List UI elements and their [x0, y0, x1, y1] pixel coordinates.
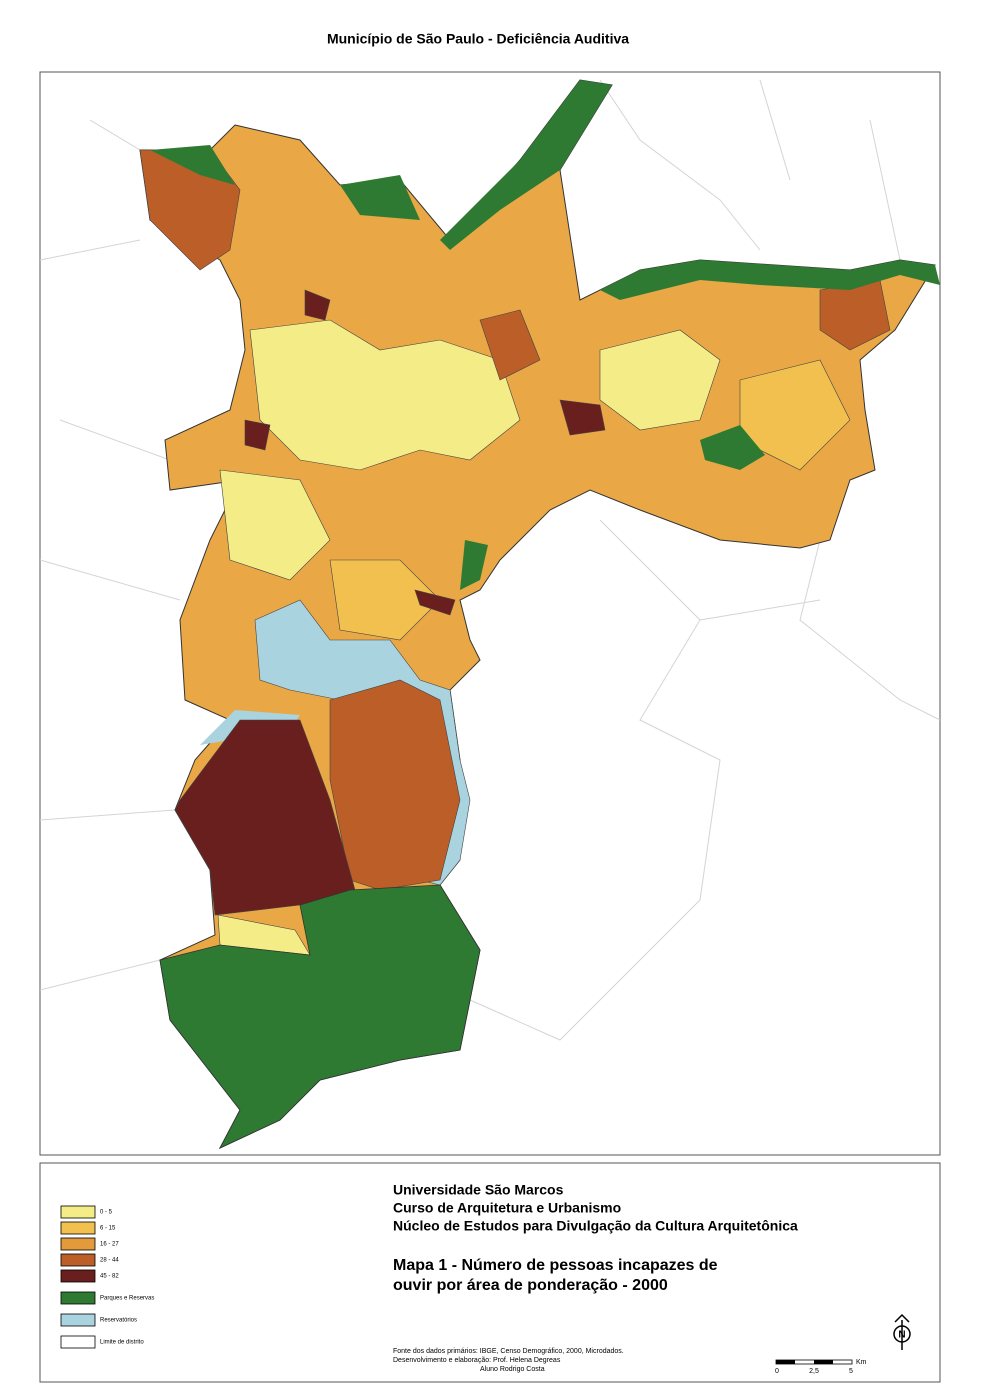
legend-swatch [60, 1237, 96, 1251]
scale-label: 0 [775, 1368, 779, 1375]
legend-label: Limite de distrito [100, 1340, 144, 1346]
legend-label: 28 - 44 [100, 1258, 119, 1264]
legend-swatch [60, 1205, 96, 1219]
legend-swatch [60, 1291, 96, 1305]
scale-label: 5 [849, 1368, 853, 1375]
map-title: Município de São Paulo - Deficiência Aud… [327, 31, 629, 47]
legend-swatch [60, 1313, 96, 1327]
legend-label: Parques e Reservas [100, 1296, 154, 1302]
legend-swatch [60, 1221, 96, 1235]
map-caption: Mapa 1 - Número de pessoas incapazes de [393, 1257, 718, 1274]
legend-label: Reservatórios [100, 1318, 137, 1324]
map-caption: ouvir por área de ponderação - 2000 [393, 1277, 668, 1294]
scale-unit: Km [856, 1359, 867, 1366]
legend-frame [39, 1162, 941, 1383]
source: Desenvolvimento e elaboração: Prof. Hele… [393, 1357, 561, 1364]
center: Núcleo de Estudos para Divulgação da Cul… [393, 1218, 798, 1234]
municipality [139, 79, 940, 1150]
scale-label: 2,5 [809, 1368, 819, 1375]
legend-label: 6 - 15 [100, 1226, 116, 1232]
legend: 0 - 5 6 - 15 16 - 27 28 - 44 45 - 82 Parques … [60, 1205, 154, 1349]
legend-label: 0 - 5 [100, 1210, 113, 1216]
source: Fonte dos dados primários: IBGE, Censo D… [393, 1348, 624, 1355]
neighbor-boundaries [39, 79, 941, 1041]
institution: Universidade São Marcos [393, 1182, 564, 1198]
legend-label: 16 - 27 [100, 1242, 119, 1248]
legend-swatch [60, 1335, 96, 1349]
north-label: N [898, 1330, 905, 1341]
north-arrow [893, 1313, 911, 1350]
legend-swatch [60, 1269, 96, 1283]
course: Curso de Arquitetura e Urbanismo [393, 1200, 621, 1216]
legend-label: 45 - 82 [100, 1274, 119, 1280]
scale-bar [775, 1359, 853, 1365]
legend-swatch [60, 1253, 96, 1267]
source: Aluno Rodrigo Costa [480, 1366, 545, 1373]
